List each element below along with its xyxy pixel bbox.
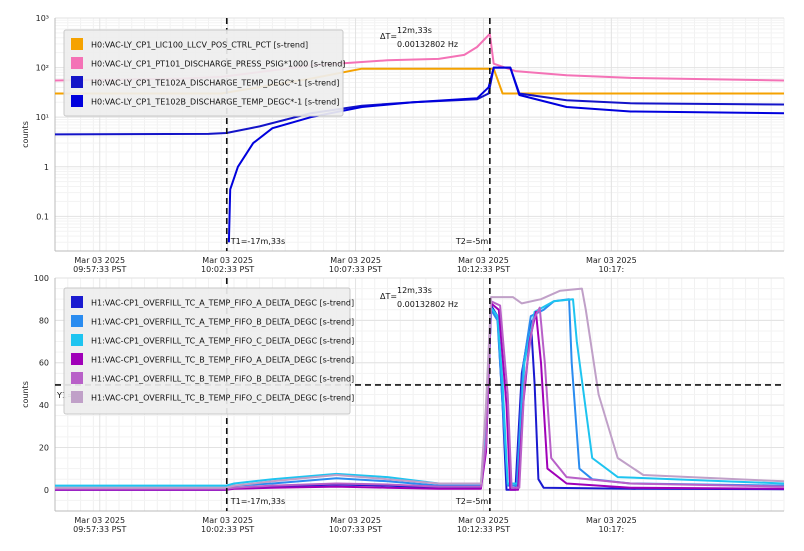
- x-tick-label: Mar 03 2025: [202, 256, 253, 265]
- time-cursor-label-1: T1=-17m,33s: [230, 237, 285, 246]
- x-tick-label: 10:17:: [598, 265, 624, 274]
- legend-swatch: [71, 57, 83, 69]
- legend-swatch: [71, 38, 83, 50]
- legend-swatch: [71, 372, 83, 384]
- delta-frequency-value: 0.00132802 Hz: [397, 40, 458, 49]
- legend-entry-label: H1:VAC-CP1_OVERFILL_TC_B_TEMP_FIFO_C_DEL…: [91, 394, 354, 403]
- time-cursor-label-1: T1=-17m,33s: [230, 497, 285, 506]
- delta-t-prefix: ΔT=: [380, 32, 397, 41]
- y-tick-label: 60: [39, 359, 49, 368]
- legend-entry-label: H1:VAC-CP1_OVERFILL_TC_B_TEMP_FIFO_B_DEL…: [91, 375, 354, 384]
- legend-entry-label: H1:VAC-CP1_OVERFILL_TC_B_TEMP_FIFO_A_DEL…: [91, 356, 354, 365]
- y-tick-label: 20: [39, 443, 49, 452]
- x-tick-label: Mar 03 2025: [458, 256, 509, 265]
- y-tick-label: 10²: [36, 64, 49, 73]
- delta-t-prefix: ΔT=: [380, 292, 397, 301]
- series-line-5: [55, 300, 784, 490]
- x-tick-label: Mar 03 2025: [586, 256, 637, 265]
- legend-entry-label: H1:VAC-CP1_OVERFILL_TC_A_TEMP_FIFO_B_DEL…: [91, 318, 354, 327]
- legend-swatch: [71, 95, 83, 107]
- x-tick-label: Mar 03 2025: [202, 516, 253, 525]
- x-tick-label: 10:12:33 PST: [457, 525, 510, 534]
- x-tick-label: Mar 03 2025: [458, 516, 509, 525]
- legend-entry-label: H0:VAC-LY_CP1_LIC100_LLCV_POS_CTRL_PCT […: [91, 41, 308, 50]
- x-tick-label: Mar 03 2025: [74, 256, 125, 265]
- legend-swatch: [71, 315, 83, 327]
- legend-swatch: [71, 76, 83, 88]
- legend-swatch: [71, 296, 83, 308]
- legend-swatch: [71, 334, 83, 346]
- legend-box: [63, 29, 344, 117]
- x-tick-label: 10:02:33 PST: [201, 265, 254, 274]
- x-tick-label: 09:57:33 PST: [73, 265, 126, 274]
- x-tick-label: 10:02:33 PST: [201, 525, 254, 534]
- legend-entry-label: H1:VAC-CP1_OVERFILL_TC_A_TEMP_FIFO_A_DEL…: [91, 299, 354, 308]
- y-tick-label: 1: [44, 163, 49, 172]
- time-cursor-label-2: T2=-5m: [455, 237, 489, 246]
- delta-t-value: 12m,33s: [397, 26, 432, 35]
- x-tick-label: 09:57:33 PST: [73, 525, 126, 534]
- x-tick-label: Mar 03 2025: [330, 516, 381, 525]
- y-axis-label: counts: [21, 381, 30, 408]
- x-tick-label: 10:12:33 PST: [457, 265, 510, 274]
- legend-entry-label: H1:VAC-CP1_OVERFILL_TC_A_TEMP_FIFO_C_DEL…: [91, 337, 354, 346]
- x-tick-label: 10:07:33 PST: [329, 265, 382, 274]
- x-tick-label: 10:07:33 PST: [329, 525, 382, 534]
- y-axis-label: counts: [21, 121, 30, 148]
- legend-entry-label: H0:VAC-LY_CP1_PT101_DISCHARGE_PRESS_PSIG…: [91, 60, 345, 69]
- legend-entry-label: H0:VAC-LY_CP1_TE102B_DISCHARGE_TEMP_DEGC…: [91, 98, 339, 107]
- y-tick-label: 10¹: [36, 113, 49, 122]
- series-line-4: [227, 66, 784, 243]
- series-line-6: [55, 287, 784, 489]
- y-tick-label: 80: [39, 316, 49, 325]
- x-tick-label: Mar 03 2025: [330, 256, 381, 265]
- y-tick-label: 10³: [36, 14, 49, 23]
- y-tick-label: 40: [39, 401, 49, 410]
- legend-entry-label: H0:VAC-LY_CP1_TE102A_DISCHARGE_TEMP_DEGC…: [91, 79, 339, 88]
- x-tick-label: Mar 03 2025: [586, 516, 637, 525]
- legend-swatch: [71, 391, 83, 403]
- delta-t-value: 12m,33s: [397, 286, 432, 295]
- series-line-4: [55, 302, 784, 491]
- legend-box: [63, 287, 351, 415]
- x-tick-label: Mar 03 2025: [74, 516, 125, 525]
- time-cursor-label-2: T2=-5m: [455, 497, 489, 506]
- series-line-3: [55, 298, 784, 487]
- x-tick-label: 10:17:: [598, 525, 624, 534]
- y-tick-label: 0: [44, 486, 49, 495]
- delta-frequency-value: 0.00132802 Hz: [397, 300, 458, 309]
- y-tick-label: 0.1: [36, 212, 49, 221]
- y-tick-label: 100: [34, 274, 49, 283]
- legend-swatch: [71, 353, 83, 365]
